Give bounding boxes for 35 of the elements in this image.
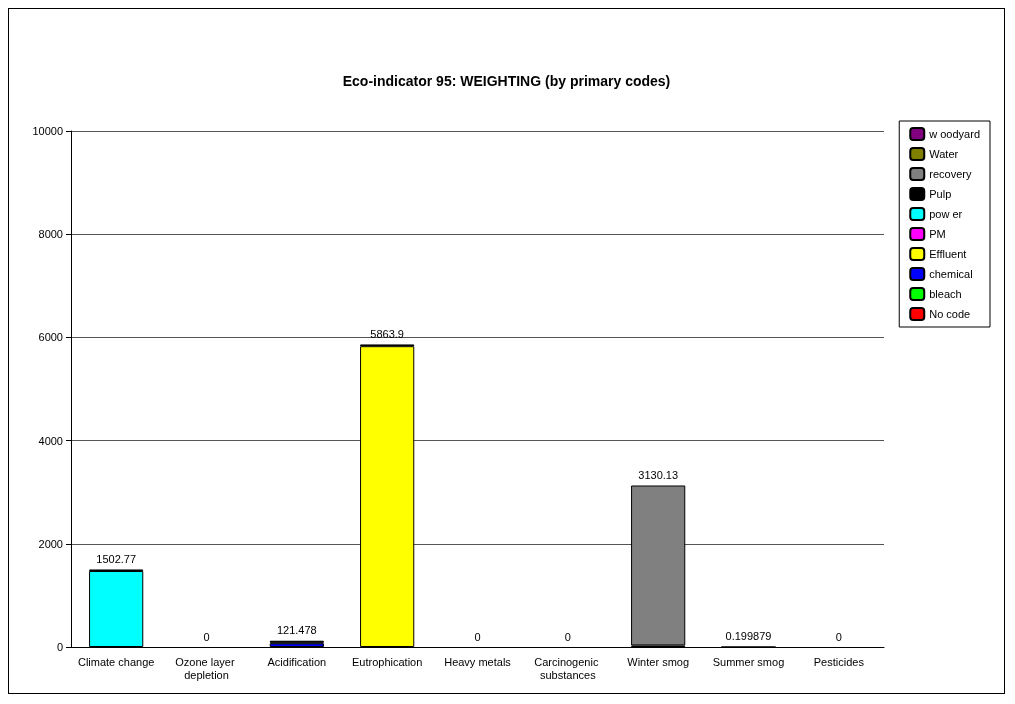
total-label: 0 (474, 630, 481, 643)
x-tick-label: Heavy metals (444, 655, 512, 668)
legend-label: Effluent (929, 248, 967, 260)
legend-label: w oodyard (928, 128, 981, 140)
chart-title: Eco-indicator 95: WEIGHTING (by primary codes) (342, 73, 671, 89)
total-label: 121.478 (276, 624, 317, 637)
total-label: 0.199879 (725, 630, 772, 643)
x-tick-label: Carcinogenic substances (534, 655, 602, 681)
x-tick-label: Climate change (77, 655, 155, 668)
legend-label: PM (929, 228, 946, 240)
legend-label: chemical (929, 268, 973, 280)
legend-label: recovery (929, 168, 972, 180)
y-tick-label: 10000 (32, 125, 63, 137)
y-tick-label: 8000 (38, 228, 63, 241)
total-label: 5863.9 (370, 327, 404, 340)
legend-label: bleach (929, 288, 962, 300)
y-tick-label: 6000 (38, 331, 63, 344)
x-tick-label: Eutrophication (352, 655, 423, 668)
legend-label: Water (929, 148, 959, 160)
legend-label: Pulp (929, 188, 952, 200)
y-tick-label: 4000 (38, 434, 63, 447)
total-label: 3130.13 (638, 468, 679, 481)
x-tick-label: Summer smog (712, 655, 785, 668)
total-label: 0 (564, 630, 571, 643)
total-label: 0 (203, 630, 210, 643)
total-label: 1502.77 (96, 552, 137, 565)
x-tick-label: Pesticides (813, 655, 865, 668)
y-tick-label: 0 (56, 641, 63, 653)
total-label: 0 (835, 630, 842, 643)
x-tick-label: Ozone layer depletion (175, 655, 238, 681)
x-tick-label: Acidification (267, 655, 327, 668)
legend-label: pow er (929, 208, 963, 220)
legend-label: No code (929, 308, 971, 320)
x-tick-label: Winter smog (627, 655, 690, 668)
y-tick-label: 2000 (38, 537, 63, 550)
